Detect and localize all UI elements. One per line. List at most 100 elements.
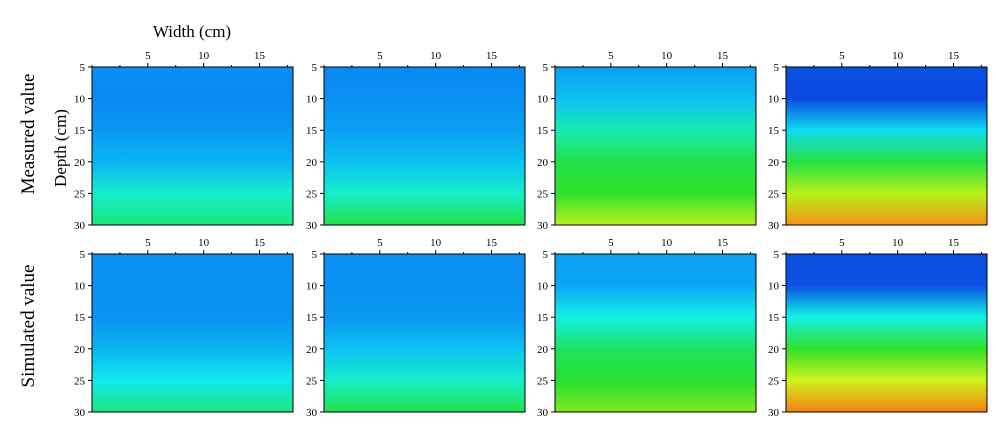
panel-frame [91, 253, 294, 413]
y-tick-label: 15 [74, 312, 86, 324]
panel-frame [785, 66, 988, 226]
x-tick-label: 10 [892, 50, 904, 62]
heatmap-field [324, 254, 525, 412]
heatmap-field [324, 67, 525, 225]
y-tick-label: 30 [537, 407, 549, 419]
x-tick-label: 15 [948, 50, 960, 62]
x-axis-title: Width (cm) [153, 22, 231, 41]
y-tick-label: 10 [74, 281, 86, 293]
heatmap-panel: 5 10 15 5 10 15 20 25 30 [306, 237, 526, 419]
heatmap-panel: 5 10 15 5 10 15 20 25 30 [537, 50, 757, 232]
y-tick-label: 30 [768, 220, 780, 232]
y-tick-label: 5 [80, 249, 86, 261]
y-tick-label: 5 [312, 249, 318, 261]
y-tick-label: 20 [306, 157, 318, 169]
row-label-measured: Measured value [18, 74, 39, 195]
x-tick-label: 5 [377, 50, 383, 62]
heatmap-field [786, 254, 987, 412]
y-tick-label: 20 [306, 344, 318, 356]
y-tick-label: 20 [768, 157, 780, 169]
y-tick-label: 25 [306, 188, 318, 200]
y-tick-label: 25 [537, 188, 549, 200]
y-tick-label: 5 [774, 62, 780, 74]
y-tick-label: 15 [768, 312, 780, 324]
heatmap-panel: 5 10 15 5 10 15 20 25 30 [768, 237, 988, 419]
y-tick-label: 10 [306, 94, 318, 106]
x-tick-label: 10 [661, 50, 673, 62]
heatmap-panel: 5 10 15 5 10 15 20 25 30 [768, 50, 988, 232]
heatmap-field [92, 67, 293, 225]
heatmap-field [92, 254, 293, 412]
heatmap-field [555, 67, 756, 225]
y-tick-label: 15 [74, 125, 86, 137]
x-tick-label: 15 [717, 237, 729, 249]
panel-frame [323, 253, 526, 413]
y-tick-label: 15 [768, 125, 780, 137]
panel-frame [91, 66, 294, 226]
y-axis-title: Depth (cm) [51, 109, 70, 187]
y-tick-label: 5 [80, 62, 86, 74]
y-tick-label: 25 [74, 188, 86, 200]
y-tick-label: 30 [74, 220, 86, 232]
y-tick-label: 5 [543, 62, 549, 74]
x-tick-label: 10 [892, 237, 904, 249]
y-tick-label: 10 [306, 281, 318, 293]
y-tick-label: 10 [768, 94, 780, 106]
x-tick-label: 15 [948, 237, 960, 249]
y-tick-label: 15 [306, 125, 318, 137]
heatmap-panel: 5 10 15 5 10 15 20 25 30 [74, 237, 294, 419]
y-tick-label: 15 [537, 312, 549, 324]
y-tick-label: 10 [768, 281, 780, 293]
x-tick-label: 5 [145, 50, 151, 62]
row-label-simulated: Simulated value [18, 265, 39, 388]
x-tick-label: 15 [254, 237, 266, 249]
y-tick-label: 25 [306, 375, 318, 387]
y-tick-label: 15 [306, 312, 318, 324]
y-tick-label: 25 [768, 188, 780, 200]
y-tick-label: 5 [774, 249, 780, 261]
y-tick-label: 20 [768, 344, 780, 356]
heatmap-panel: 5 10 15 5 10 15 20 25 30 [537, 237, 757, 419]
heatmap-panel: 5 10 15 5 10 15 20 25 30 [74, 50, 294, 232]
x-tick-label: 5 [839, 237, 845, 249]
heatmap-field [786, 67, 987, 225]
y-tick-label: 25 [768, 375, 780, 387]
x-tick-label: 5 [608, 50, 614, 62]
y-tick-label: 25 [537, 375, 549, 387]
x-tick-label: 10 [430, 50, 442, 62]
y-tick-label: 5 [543, 249, 549, 261]
x-tick-label: 15 [486, 50, 498, 62]
x-tick-label: 15 [717, 50, 729, 62]
heatmap-panel: 5 10 15 5 10 15 20 25 30 [306, 50, 526, 232]
y-tick-label: 10 [74, 94, 86, 106]
panel-frame [323, 66, 526, 226]
panel-frame [554, 66, 757, 226]
x-tick-label: 10 [661, 237, 673, 249]
x-tick-label: 15 [486, 237, 498, 249]
y-tick-label: 25 [74, 375, 86, 387]
heatmap-field [555, 254, 756, 412]
y-tick-label: 30 [74, 407, 86, 419]
x-tick-label: 10 [198, 237, 210, 249]
y-tick-label: 5 [312, 62, 318, 74]
x-tick-label: 5 [377, 237, 383, 249]
x-tick-label: 5 [839, 50, 845, 62]
y-tick-label: 30 [306, 407, 318, 419]
x-tick-label: 5 [608, 237, 614, 249]
y-tick-label: 10 [537, 281, 549, 293]
y-tick-label: 15 [537, 125, 549, 137]
y-tick-label: 20 [74, 344, 86, 356]
x-tick-label: 5 [145, 237, 151, 249]
y-tick-label: 30 [537, 220, 549, 232]
y-tick-label: 30 [306, 220, 318, 232]
y-tick-label: 20 [537, 157, 549, 169]
panel-frame [785, 253, 988, 413]
y-tick-label: 10 [537, 94, 549, 106]
x-tick-label: 10 [198, 50, 210, 62]
panel-frame [554, 253, 757, 413]
y-tick-label: 30 [768, 407, 780, 419]
x-tick-label: 15 [254, 50, 266, 62]
x-tick-label: 10 [430, 237, 442, 249]
y-tick-label: 20 [74, 157, 86, 169]
